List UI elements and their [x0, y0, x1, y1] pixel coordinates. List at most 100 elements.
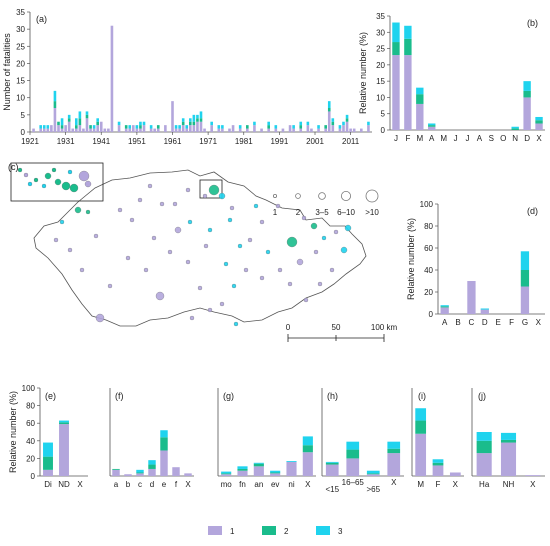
bar-a-1964-s1	[181, 125, 185, 132]
bar-a-2006-s1	[331, 125, 335, 132]
x-tick-label-d: C	[469, 318, 475, 327]
bar-a-1940-s1	[96, 125, 99, 132]
panel-label-f: (f)	[115, 391, 124, 401]
y-tick-label-a: 15	[16, 77, 25, 86]
bar-a-1948-s1	[124, 128, 128, 132]
y-tick-label-e: 20	[26, 454, 35, 463]
event-dot	[340, 246, 348, 254]
bar-b-F-s1	[404, 55, 412, 131]
bar-a-1942-s1	[103, 128, 107, 132]
bar-i-X-s1	[449, 472, 461, 476]
event-dot	[233, 321, 239, 327]
bar-b-A-s3	[428, 123, 436, 126]
bar-d-G-s1	[520, 286, 530, 314]
x-tick-label-b: A	[477, 134, 483, 143]
x-tick-label-d: F	[509, 318, 514, 327]
event-dot	[95, 313, 105, 323]
bar-a-2000-s1	[310, 128, 313, 132]
event-dot	[207, 307, 213, 313]
bar-a-1930-s2	[60, 125, 64, 129]
event-dot	[259, 275, 265, 281]
legend-swatch-1	[208, 526, 222, 535]
bar-a-1951-s3	[135, 125, 139, 129]
event-dot	[333, 229, 339, 235]
y-tick-label-a: 5	[21, 111, 26, 120]
bar-a-2012-s1	[352, 128, 356, 132]
bar-a-1951-s1	[135, 128, 139, 132]
bar-e-ND-s3	[59, 420, 69, 423]
bar-a-1961-s1	[171, 101, 174, 132]
y-tick-label-e: 40	[26, 437, 35, 446]
bar-h-X-s1	[387, 453, 401, 476]
bar-a-1965-s1	[185, 128, 189, 132]
bar-a-1943-s1	[107, 128, 110, 132]
x-tick-label-d: E	[496, 318, 501, 327]
series-legend: 1 2 3	[208, 526, 343, 536]
bar-a-1990-s1	[274, 128, 278, 132]
bar-a-1926-s3	[46, 125, 50, 129]
bar-h->65-s1	[366, 474, 380, 476]
event-dot	[202, 193, 208, 199]
bar-a-2002-s1	[317, 128, 320, 132]
bar-a-1946-s1	[117, 125, 121, 132]
event-dot	[247, 237, 253, 243]
bar-a-2010-s3	[345, 114, 349, 119]
bar-a-1984-s3	[253, 121, 256, 126]
bar-a-1988-s3	[267, 121, 270, 126]
bar-a-2016-s3	[367, 121, 370, 126]
bar-a-2011-s1	[349, 128, 352, 132]
legend-label-3: 3	[338, 527, 343, 536]
x-tick-label-a: 2011	[342, 137, 360, 146]
bar-a-1928-s3	[53, 90, 57, 102]
event-dot	[277, 267, 283, 273]
event-dot	[219, 301, 225, 307]
y-tick-label-d: 40	[424, 266, 433, 275]
panel-e: (e) 0 20 40 60 80 100 Relative number (%) Di ND X	[8, 384, 88, 489]
x-tick-label-e: ND	[58, 480, 70, 489]
x-tick-label-h: 16–65	[342, 478, 365, 487]
inset-dot	[61, 181, 71, 191]
bar-g-an-s1	[253, 466, 264, 476]
bar-a-1969-s3	[199, 111, 203, 119]
bar-a-1999-s3	[306, 121, 310, 126]
bar-a-1965-s3	[185, 125, 189, 129]
bar-b-X-s3	[535, 116, 543, 121]
panel-label-b: (b)	[527, 18, 538, 28]
size-legend-circle	[318, 192, 326, 200]
x-tick-label-g: ni	[288, 480, 294, 489]
y-tick-label-a: 25	[16, 42, 25, 51]
x-tick-label-a: 1921	[21, 137, 39, 146]
bar-a-1940-s2	[96, 121, 99, 126]
bar-g-ev-s3	[270, 470, 281, 473]
bar-g-ev-s1	[270, 473, 281, 476]
event-dots	[17, 167, 352, 327]
bar-a-1952-s2	[139, 125, 142, 129]
bar-a-1925-s1	[42, 128, 46, 132]
event-dot	[253, 203, 259, 209]
x-tick-label-b: J	[466, 134, 470, 143]
size-legend-label: 2	[296, 208, 301, 217]
bar-g-mo-s3	[221, 471, 232, 474]
bar-e-Di-s1	[43, 469, 53, 476]
panel-a: (a) 0 5 10 15 20 25 30 35 Number of fatalities 192…	[2, 8, 372, 146]
bar-g-ni-s3	[286, 461, 297, 462]
inset-dot	[17, 167, 23, 173]
bar-j-Ha-s1	[476, 453, 492, 476]
panel-i: (i) M F X	[411, 388, 464, 489]
event-dot	[317, 281, 323, 287]
bar-h-X-s3	[387, 441, 401, 449]
panel-label-d: (d)	[527, 206, 538, 216]
bar-b-F-s3	[404, 25, 412, 39]
bar-j-NH-s2	[500, 439, 517, 443]
x-tick-label-f: X	[185, 480, 191, 489]
legend-swatch-2	[262, 526, 276, 535]
event-dot	[259, 219, 265, 225]
bar-a-1969-s2	[199, 118, 203, 122]
bar-i-F-s2	[432, 462, 444, 466]
event-dot	[243, 267, 249, 273]
panel-label-a: (a)	[36, 14, 47, 24]
bar-h-16–65-s1	[346, 458, 360, 476]
bar-a-1974-s1	[217, 128, 221, 132]
bar-a-1972-s3	[210, 121, 213, 126]
event-dot	[151, 235, 157, 241]
